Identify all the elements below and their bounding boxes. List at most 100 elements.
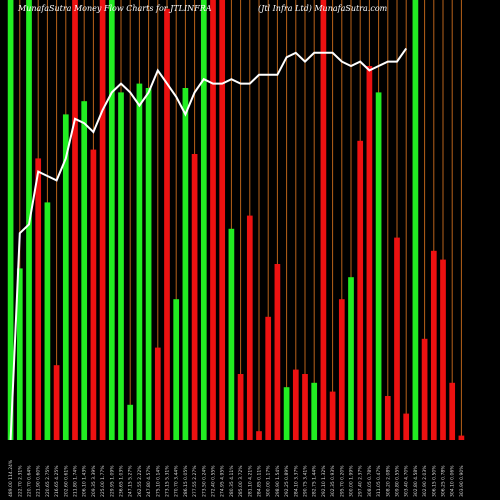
- x-tick-label: 306.15 0.50%: [431, 465, 437, 497]
- volume-bar: [302, 374, 308, 440]
- volume-bar: [338, 299, 345, 440]
- volume-bar: [283, 387, 290, 440]
- x-tick-label: 489.00 114.24%: [8, 459, 14, 497]
- volume-bar: [394, 237, 400, 440]
- x-tick-label: 302.80 4.58%: [413, 465, 419, 497]
- volume-bar: [228, 228, 235, 440]
- x-tick-label: 211.80 1.74%: [73, 465, 79, 497]
- volume-bar: [173, 299, 180, 440]
- volume-bar: [274, 264, 281, 440]
- x-tick-label: 236.65 1.03%: [119, 465, 125, 497]
- volume-bar: [200, 0, 207, 440]
- x-tick-label: 275.10 0.14%: [155, 465, 161, 497]
- x-tick-label: 206.10 1.43%: [82, 465, 88, 497]
- x-tick-label: 282.75 1.44%: [312, 465, 318, 497]
- volume-bar: [357, 140, 364, 441]
- volume-bar: [62, 114, 69, 441]
- volume-bar: [118, 92, 124, 441]
- volume-bar: [256, 431, 262, 440]
- x-tick-label: 300.00 1.99%: [349, 465, 355, 497]
- x-tick-label: 262.55 2.22%: [137, 465, 143, 497]
- volume-bar: [219, 0, 226, 440]
- volume-bar: [136, 83, 143, 440]
- x-tick-label: 209.35 3.39%: [91, 465, 97, 497]
- x-tick-label: 284.10 3.37%: [293, 465, 299, 497]
- volume-bar: [311, 382, 318, 440]
- x-tick-label: 302.35 0.93%: [330, 465, 336, 497]
- volume-bar: [440, 259, 446, 440]
- x-tick-label: 229.95 1.09%: [109, 465, 115, 497]
- x-tick-label: 292.25 0.89%: [284, 465, 290, 497]
- x-tick-label: 303.40 4.70%: [404, 465, 410, 497]
- x-tick-label: 290.75 3.41%: [303, 465, 309, 497]
- x-tick-label: 273.15 5.31%: [165, 465, 171, 497]
- x-tick-label: 272.40 0.55%: [211, 465, 217, 497]
- x-tick-labels: 489.00 114.24% 222.70 2.31% 220.70 0.64% 22…: [8, 459, 465, 497]
- x-tick-label: 220.70 0.64%: [27, 465, 33, 497]
- volume-bar: [72, 0, 78, 440]
- volume-bar: [237, 374, 244, 440]
- volume-bar: [53, 365, 60, 440]
- volume-bar: [44, 202, 51, 440]
- x-tick-label: 297.40 2.37%: [358, 465, 364, 497]
- volume-bar: [366, 66, 373, 440]
- x-tick-label: 285.00 3.72%: [238, 465, 244, 497]
- x-tick-label: 309.80 0.55%: [395, 465, 401, 497]
- volume-bar: [108, 0, 115, 440]
- volume-bar: [145, 88, 152, 440]
- chart-title-right: (Jtl Infra Ltd) MunafaSutra.com: [258, 4, 388, 13]
- x-tick-label: 302.90 2.03%: [422, 465, 428, 497]
- x-tick-label: 277.55 2.27%: [192, 465, 198, 497]
- volume-bar: [412, 0, 419, 440]
- volume-bar: [320, 0, 327, 440]
- volume-bar: [375, 92, 382, 441]
- x-tick-label: 270.70 3.44%: [174, 465, 180, 497]
- volume-bar: [90, 149, 97, 440]
- x-tick-label: 308.20 2.08%: [385, 465, 391, 497]
- volume-bar: [430, 250, 437, 440]
- x-tick-label: 280.35 4.11%: [229, 465, 235, 497]
- volume-bar: [191, 154, 198, 440]
- volume-bar: [403, 413, 410, 440]
- volume-bar: [154, 347, 161, 440]
- x-tick-label: 220.65 2.75%: [45, 465, 51, 497]
- x-tick-label: 308.05 0.78%: [367, 465, 373, 497]
- volume-bar: [246, 215, 253, 440]
- volume-bar: [164, 8, 170, 441]
- volume-bar: [449, 382, 456, 440]
- volume-bar: [329, 391, 336, 440]
- x-tick-label: 216.65 4.25%: [54, 465, 60, 497]
- x-tick-label: 292.10 1.32%: [321, 465, 327, 497]
- volume-bar: [265, 316, 272, 440]
- x-tick-label: 274.95 4.95%: [220, 465, 226, 497]
- volume-bar: [127, 404, 134, 440]
- x-tick-label: 273.50 0.24%: [201, 465, 207, 497]
- x-tick-label: 298.90 1.54%: [275, 465, 281, 497]
- volume-bar: [458, 435, 465, 440]
- x-tick-label: 311.05 0.47%: [376, 465, 382, 497]
- x-tick-label: 247.80 4.57%: [146, 465, 152, 497]
- volume-bar: [81, 101, 88, 440]
- chart-title-left: MunafaSutra Money Flow Charts for JTLINF…: [17, 4, 212, 13]
- volume-bar: [99, 0, 106, 440]
- x-tick-label: 303.90 0.90%: [459, 465, 465, 497]
- volume-bar: [7, 0, 14, 440]
- volume-bar: [292, 369, 299, 440]
- money-flow-line: [9, 47, 408, 441]
- x-tick-label: 306.25 0.78%: [441, 465, 447, 497]
- x-tick-label: 247.15 5.27%: [128, 465, 134, 497]
- volume-bar: [35, 158, 42, 440]
- volume-bar: [210, 0, 216, 440]
- x-tick-label: 281.10 4.21%: [247, 465, 253, 497]
- x-tick-label: 202.60 0.61%: [63, 465, 69, 497]
- x-tick-label: 225.00 1.77%: [100, 465, 106, 497]
- volume-bar: [182, 88, 189, 440]
- volume-bar: [384, 396, 391, 440]
- x-tick-label: 221.90 0.60%: [36, 465, 42, 497]
- volume-bar: [348, 277, 354, 440]
- x-tick-label: 295.70 0.20%: [339, 465, 345, 497]
- x-tick-label: 284.85 0.11%: [257, 465, 263, 497]
- volume-bar: [421, 338, 428, 440]
- x-tick-label: 304.10 0.06%: [450, 465, 456, 497]
